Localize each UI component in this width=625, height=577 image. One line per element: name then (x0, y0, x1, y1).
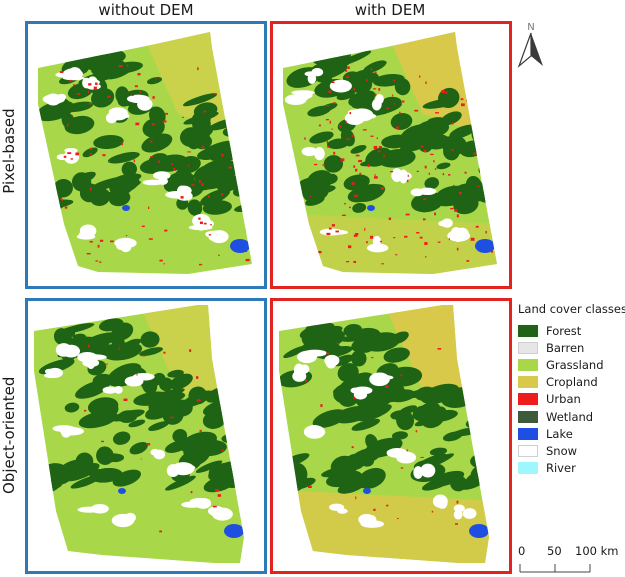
legend-item-river: River (518, 460, 625, 477)
column-title-with-dem: with DEM (354, 1, 426, 19)
legend-label: Lake (546, 426, 573, 441)
map-panel-pixel-with-dem (270, 21, 512, 289)
legend: Land cover classes Forest Barren Grassland… (518, 302, 625, 477)
map-panel-object-with-dem (270, 298, 512, 574)
legend-item-cropland: Cropland (518, 374, 625, 391)
map-panel-object-without-dem (25, 298, 267, 574)
legend-label: Snow (546, 443, 578, 458)
legend-label: Grassland (546, 357, 604, 372)
row-title-object-oriented: Object-oriented (0, 376, 18, 494)
land-cover-map (279, 305, 489, 563)
scale-label-0: 0 (518, 544, 526, 558)
legend-swatch (518, 462, 538, 475)
land-cover-map (34, 305, 244, 563)
scale-bar: 0 50 100 km (518, 544, 625, 577)
scale-label-50: 50 (547, 544, 562, 558)
legend-label: Forest (546, 323, 582, 338)
legend-item-snow: Snow (518, 442, 625, 459)
legend-swatch (518, 410, 538, 423)
legend-label: Wetland (546, 409, 594, 424)
row-title-pixel-based: Pixel-based (0, 108, 18, 194)
legend-item-grassland: Grassland (518, 356, 625, 373)
legend-swatch (518, 393, 538, 406)
land-cover-map (283, 32, 497, 274)
map-panel-pixel-without-dem (25, 21, 267, 289)
legend-swatch (518, 341, 538, 354)
north-label: N (527, 22, 534, 33)
legend-label: Cropland (546, 375, 598, 390)
legend-swatch (518, 427, 538, 440)
land-cover-map (38, 32, 252, 274)
legend-label: Urban (546, 392, 581, 407)
legend-swatch (518, 358, 538, 371)
legend-label: Barren (546, 340, 585, 355)
legend-label: River (546, 461, 576, 476)
column-title-without-dem: without DEM (98, 1, 194, 19)
legend-item-urban: Urban (518, 391, 625, 408)
north-arrow-icon: N (517, 22, 543, 68)
legend-swatch (518, 324, 538, 337)
legend-item-lake: Lake (518, 425, 625, 442)
legend-item-wetland: Wetland (518, 408, 625, 425)
legend-title: Land cover classes (518, 302, 625, 316)
legend-swatch (518, 444, 538, 457)
legend-item-barren: Barren (518, 339, 625, 356)
legend-item-forest: Forest (518, 322, 625, 339)
scale-label-100: 100 km (575, 544, 619, 558)
legend-swatch (518, 376, 538, 389)
